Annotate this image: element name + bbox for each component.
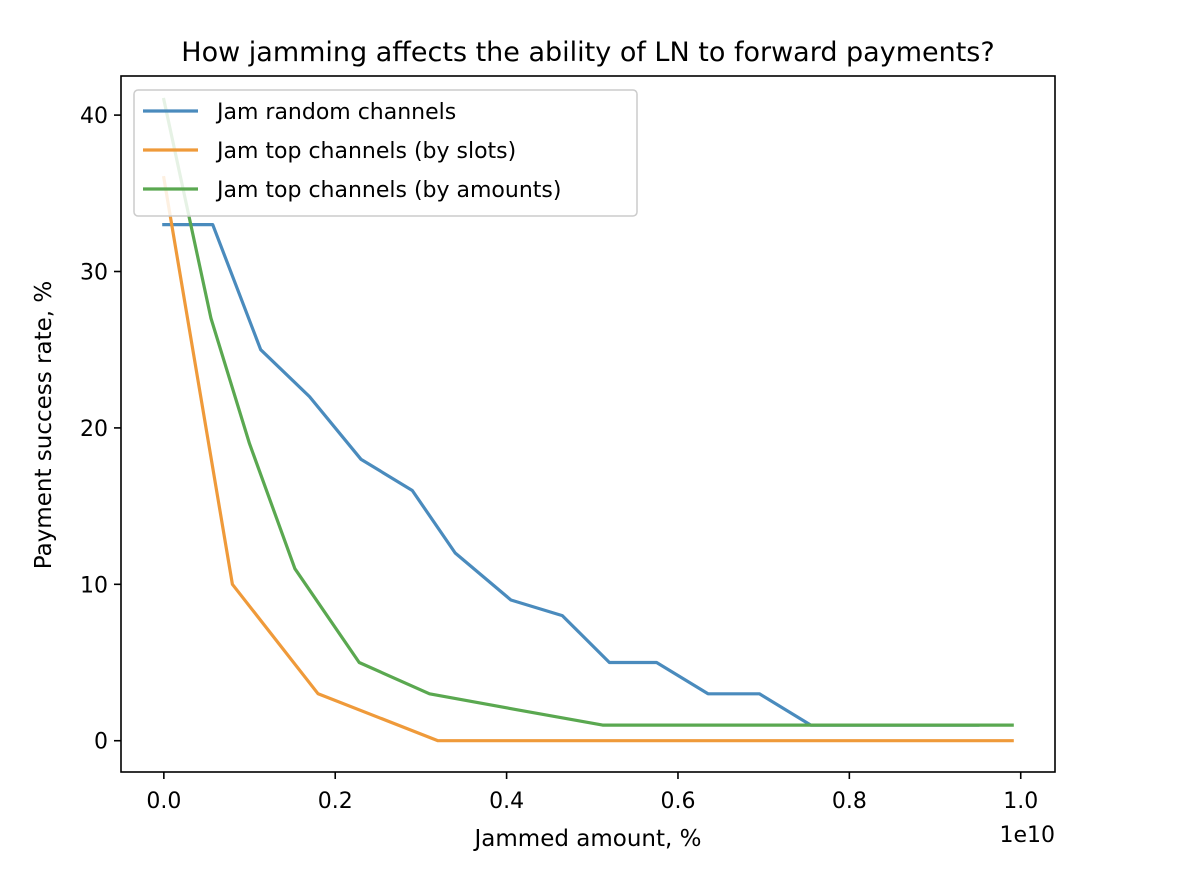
legend-label-2: Jam top channels (by slots) (215, 139, 516, 164)
series-line-3 (161, 97, 1014, 727)
series-line-1 (162, 223, 980, 727)
x-tick-label: 0.2 (318, 789, 353, 814)
legend-box (133, 89, 638, 217)
plot-area: 0.0 0.2 0.4 0.6 0.8 1.0 0 10 20 30 40 Jam random ch… (80, 75, 1056, 814)
y-tick-label: 10 (80, 573, 108, 598)
x-tick-label: 0.6 (660, 789, 695, 814)
y-axis-label: Payment success rate, % (31, 281, 57, 569)
legend-label-3: Jam top channels (by amounts) (215, 178, 561, 203)
x-tick-label: 1.0 (1003, 789, 1038, 814)
x-axis-offset-label: 1e10 (999, 823, 1055, 848)
x-tick-label: 0.8 (832, 789, 867, 814)
x-axis-label: Jammed amount, % (473, 826, 702, 852)
y-tick-label: 30 (80, 261, 108, 286)
x-tick-label: 0.0 (146, 789, 181, 814)
y-tick-label: 0 (94, 730, 108, 755)
chart-title: How jamming affects the ability of LN to… (181, 37, 994, 68)
y-tick-label: 20 (80, 417, 108, 442)
legend-label-1: Jam random channels (215, 100, 456, 125)
plot-frame (120, 75, 1056, 773)
y-tick-label: 40 (80, 104, 108, 129)
series-line-2 (161, 175, 1014, 743)
x-tick-label: 0.4 (489, 789, 524, 814)
